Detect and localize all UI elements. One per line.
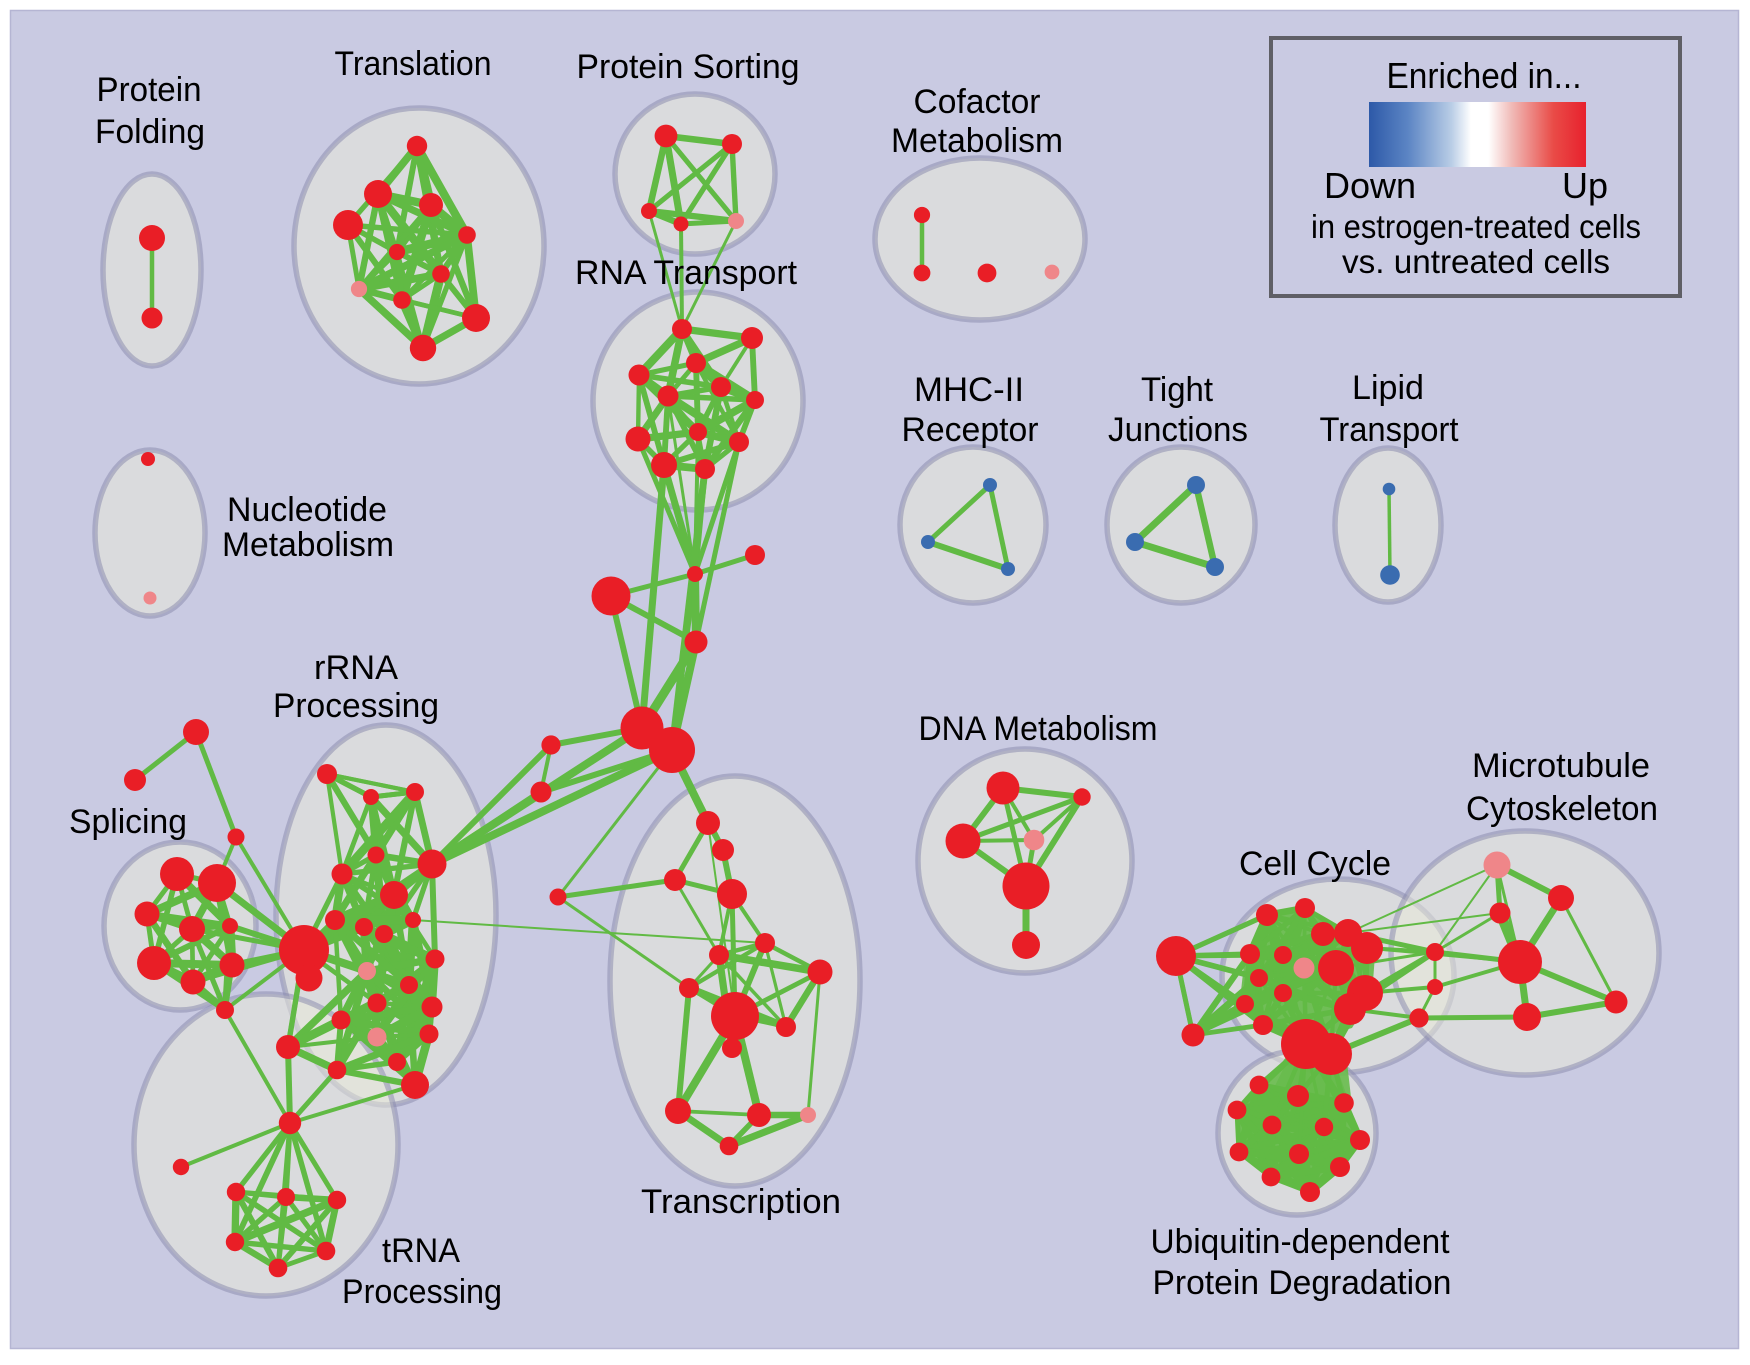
svg-text:Receptor: Receptor: [902, 411, 1039, 449]
svg-text:Junctions: Junctions: [1108, 411, 1248, 449]
svg-text:Microtubule: Microtubule: [1472, 747, 1650, 785]
svg-text:Enriched in...: Enriched in...: [1387, 55, 1582, 96]
svg-text:Protein Sorting: Protein Sorting: [577, 48, 800, 86]
svg-text:Folding: Folding: [95, 113, 205, 151]
svg-text:rRNA: rRNA: [314, 649, 398, 687]
svg-text:DNA Metabolism: DNA Metabolism: [919, 710, 1158, 748]
svg-text:Cytoskeleton: Cytoskeleton: [1466, 790, 1658, 828]
svg-text:Protein Degradation: Protein Degradation: [1153, 1264, 1452, 1302]
svg-text:Processing: Processing: [342, 1273, 502, 1311]
svg-text:Tight: Tight: [1141, 371, 1214, 409]
svg-text:Transport: Transport: [1320, 411, 1460, 449]
svg-text:Splicing: Splicing: [69, 803, 187, 841]
svg-text:Translation: Translation: [335, 45, 492, 83]
svg-text:Transcription: Transcription: [641, 1183, 841, 1221]
svg-text:Nucleotide: Nucleotide: [227, 491, 387, 529]
svg-text:RNA Transport: RNA Transport: [575, 254, 798, 292]
svg-text:vs. untreated cells: vs. untreated cells: [1342, 243, 1610, 280]
svg-text:Lipid: Lipid: [1352, 369, 1424, 407]
svg-text:Metabolism: Metabolism: [891, 122, 1063, 160]
svg-text:Cofactor: Cofactor: [914, 83, 1041, 121]
svg-text:Cell Cycle: Cell Cycle: [1239, 845, 1391, 883]
svg-text:Up: Up: [1562, 165, 1608, 206]
svg-text:Protein: Protein: [97, 71, 202, 109]
svg-text:in estrogen-treated cells: in estrogen-treated cells: [1311, 208, 1641, 245]
svg-text:tRNA: tRNA: [382, 1232, 460, 1270]
svg-text:MHC-II: MHC-II: [914, 371, 1024, 409]
svg-text:Ubiquitin-dependent: Ubiquitin-dependent: [1151, 1223, 1451, 1261]
svg-text:Processing: Processing: [273, 687, 439, 725]
svg-text:Down: Down: [1324, 165, 1416, 206]
svg-text:Metabolism: Metabolism: [222, 526, 394, 564]
